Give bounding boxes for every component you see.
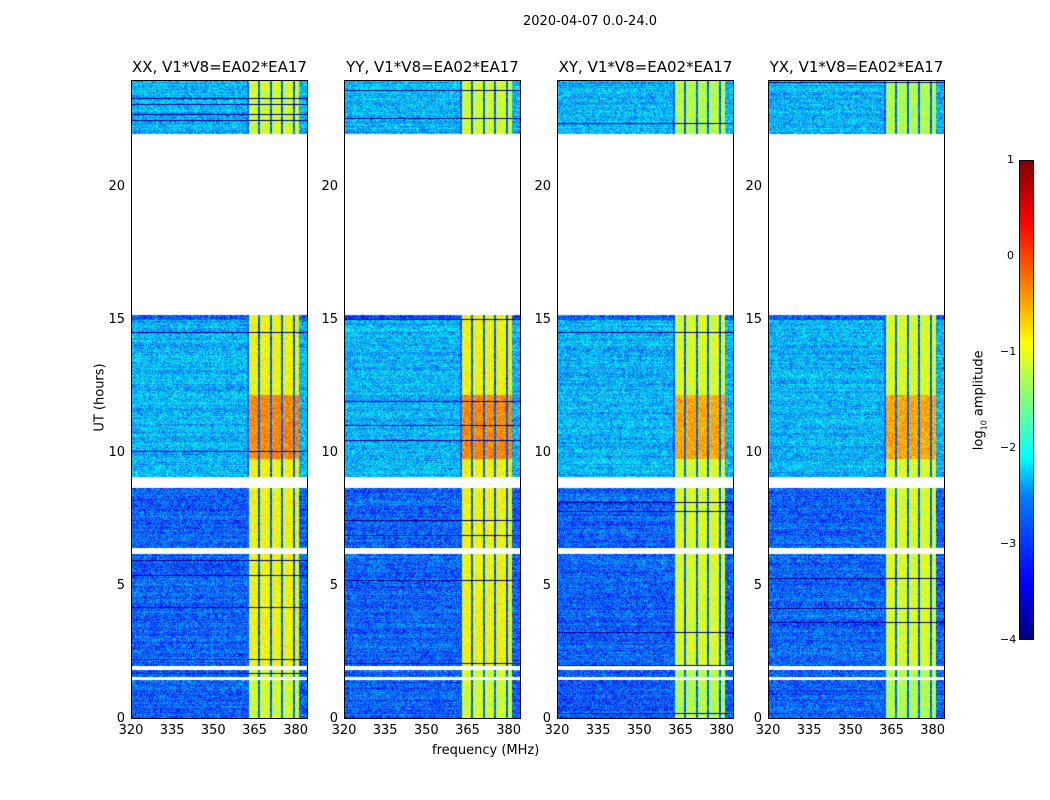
- y-tick-label: 5: [753, 577, 762, 593]
- figure-title: 2020-04-07 0.0-24.0: [523, 14, 657, 29]
- y-tick-label: 15: [534, 311, 551, 327]
- x-tick-label: 380: [496, 723, 522, 738]
- x-tick-label: 380: [283, 723, 309, 738]
- x-tick-label: 320: [118, 723, 144, 738]
- colorbar-label: log10 amplitude: [971, 350, 989, 451]
- x-axis-label: frequency (MHz): [432, 743, 540, 758]
- colorbar-tick-label: −3: [1000, 537, 1017, 550]
- y-axis-label: UT (hours): [92, 363, 108, 432]
- x-tick-label: 350: [837, 723, 863, 738]
- panel-title: XY, V1*V8=EA02*EA17: [558, 58, 733, 76]
- y-tick-label: 0: [753, 711, 762, 726]
- x-tick-label: 365: [879, 723, 904, 738]
- x-tick-label: 335: [585, 723, 611, 738]
- colorbar-tick-label: −1: [1000, 345, 1017, 358]
- x-tick-label: 320: [544, 723, 570, 738]
- x-tick-label: 320: [331, 723, 357, 738]
- heatmap-panel: XY, V1*V8=EA02*EA17 0 5 10 15 20 320 335 350 365 3…: [534, 58, 734, 738]
- x-tick-label: 335: [159, 723, 185, 738]
- y-tick-label: 0: [542, 711, 551, 726]
- y-tick-label: 20: [745, 178, 762, 194]
- y-tick-label: 20: [108, 178, 125, 194]
- y-tick-label: 10: [745, 444, 762, 460]
- heatmap-panel: YY, V1*V8=EA02*EA17 0 5 10 15 20 320 335 350 365 3…: [321, 58, 521, 738]
- x-tick-label: 320: [755, 723, 781, 738]
- spectrogram: [768, 80, 945, 719]
- x-tick-label: 365: [455, 723, 480, 738]
- x-tick-label: 335: [796, 723, 822, 738]
- y-tick-label: 10: [108, 444, 125, 460]
- colorbar-tick-label: −4: [1000, 633, 1017, 646]
- x-tick-label: 350: [200, 723, 226, 738]
- x-tick-label: 335: [372, 723, 398, 738]
- spectrogram: [344, 80, 521, 719]
- y-tick-label: 15: [745, 311, 762, 327]
- y-tick-label: 20: [321, 178, 338, 194]
- x-tick-label: 350: [626, 723, 652, 738]
- y-tick-label: 5: [116, 577, 125, 593]
- panel-title: YX, V1*V8=EA02*EA17: [769, 58, 944, 76]
- y-tick-label: 0: [329, 711, 338, 726]
- y-tick-label: 5: [542, 577, 551, 593]
- y-tick-label: 10: [534, 444, 551, 460]
- heatmap-panel: XX, V1*V8=EA02*EA17 0 5 10 15 20 320 335 350 365 3…: [108, 58, 308, 738]
- x-tick-label: 365: [242, 723, 267, 738]
- y-tick-label: 10: [321, 444, 338, 460]
- x-tick-label: 380: [709, 723, 735, 738]
- y-tick-label: 15: [108, 311, 125, 327]
- heatmap-panel: YX, V1*V8=EA02*EA17 0 5 10 15 20 320 335 350 365 3…: [745, 58, 945, 738]
- spectrogram: [131, 80, 308, 719]
- colorbar-tick-label: 1: [1007, 153, 1014, 166]
- spectrogram: [557, 80, 734, 719]
- panel-title: XX, V1*V8=EA02*EA17: [132, 58, 307, 76]
- x-tick-label: 365: [668, 723, 693, 738]
- x-tick-label: 380: [920, 723, 946, 738]
- y-tick-label: 5: [329, 577, 338, 593]
- colorbar-tick-label: −2: [1000, 441, 1017, 454]
- colorbar: [1019, 160, 1034, 640]
- colorbar-tick-label: 0: [1007, 249, 1014, 262]
- y-tick-label: 15: [321, 311, 338, 327]
- panel-title: YY, V1*V8=EA02*EA17: [346, 58, 519, 76]
- y-tick-label: 0: [116, 711, 125, 726]
- x-tick-label: 350: [413, 723, 439, 738]
- y-tick-label: 20: [534, 178, 551, 194]
